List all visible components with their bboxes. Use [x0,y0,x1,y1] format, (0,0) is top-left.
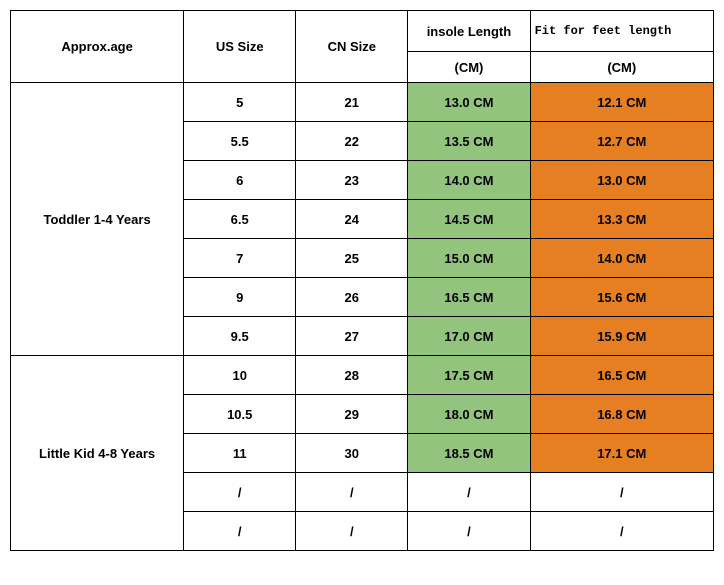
cn-size-cell: 26 [296,278,408,317]
table-body: Toddler 1-4 Years52113.0 CM12.1 CM5.5221… [11,83,714,551]
insole-cell: / [408,512,530,551]
us-size-cell: 10.5 [184,395,296,434]
insole-cell: 15.0 CM [408,239,530,278]
insole-cell: 13.5 CM [408,122,530,161]
fit-cell: 17.1 CM [530,434,713,473]
cn-size-cell: 21 [296,83,408,122]
size-chart-table: Approx.age US Size CN Size insole Length… [10,10,714,551]
fit-cell: 12.1 CM [530,83,713,122]
us-size-cell: 6 [184,161,296,200]
age-cell: Toddler 1-4 Years [11,83,184,356]
us-size-cell: 5 [184,83,296,122]
insole-cell: 14.0 CM [408,161,530,200]
cn-size-cell: 24 [296,200,408,239]
fit-cell: 15.6 CM [530,278,713,317]
fit-cell: 16.8 CM [530,395,713,434]
cn-size-cell: / [296,473,408,512]
insole-cell: 14.5 CM [408,200,530,239]
cn-size-cell: 29 [296,395,408,434]
us-size-cell: 9.5 [184,317,296,356]
cn-size-cell: 22 [296,122,408,161]
header-age: Approx.age [11,11,184,83]
us-size-cell: 7 [184,239,296,278]
fit-cell: 13.3 CM [530,200,713,239]
fit-cell: 12.7 CM [530,122,713,161]
us-size-cell: 9 [184,278,296,317]
us-size-cell: 10 [184,356,296,395]
header-fit-length: Fit for feet length [530,11,713,52]
header-us-size: US Size [184,11,296,83]
header-insole-unit: (CM) [408,52,530,83]
us-size-cell: / [184,473,296,512]
us-size-cell: 5.5 [184,122,296,161]
cn-size-cell: 28 [296,356,408,395]
table-row: Little Kid 4-8 Years102817.5 CM16.5 CM [11,356,714,395]
cn-size-cell: 23 [296,161,408,200]
cn-size-cell: 27 [296,317,408,356]
insole-cell: 13.0 CM [408,83,530,122]
header-fit-unit: (CM) [530,52,713,83]
fit-cell: 15.9 CM [530,317,713,356]
insole-cell: 16.5 CM [408,278,530,317]
insole-cell: 18.5 CM [408,434,530,473]
age-cell: Little Kid 4-8 Years [11,356,184,551]
header-cn-size: CN Size [296,11,408,83]
cn-size-cell: 25 [296,239,408,278]
header-insole-length: insole Length [408,11,530,52]
cn-size-cell: / [296,512,408,551]
fit-cell: / [530,473,713,512]
insole-cell: 17.0 CM [408,317,530,356]
insole-cell: 18.0 CM [408,395,530,434]
us-size-cell: 6.5 [184,200,296,239]
fit-cell: / [530,512,713,551]
insole-cell: / [408,473,530,512]
fit-cell: 14.0 CM [530,239,713,278]
table-row: Toddler 1-4 Years52113.0 CM12.1 CM [11,83,714,122]
fit-cell: 13.0 CM [530,161,713,200]
fit-cell: 16.5 CM [530,356,713,395]
cn-size-cell: 30 [296,434,408,473]
us-size-cell: 11 [184,434,296,473]
insole-cell: 17.5 CM [408,356,530,395]
us-size-cell: / [184,512,296,551]
